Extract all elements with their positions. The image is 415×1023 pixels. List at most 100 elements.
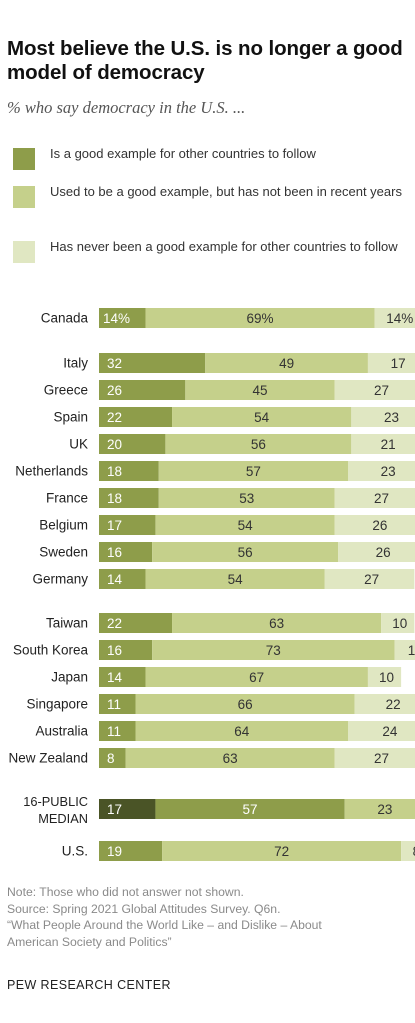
bar-segment bbox=[99, 748, 126, 768]
value-label: 54 bbox=[238, 518, 254, 533]
chart-title: Most believe the U.S. is no longer a goo… bbox=[7, 37, 403, 84]
report-title-line: “What People Around the World Like – and… bbox=[7, 918, 322, 932]
value-label: 22 bbox=[107, 616, 122, 631]
bar-segment bbox=[99, 542, 153, 562]
bar-segment bbox=[99, 721, 136, 741]
bar-segment bbox=[205, 353, 368, 373]
bar-segment bbox=[155, 515, 335, 535]
bar-segment bbox=[334, 488, 415, 508]
bar-segment bbox=[99, 353, 206, 373]
row-label: 16-PUBLIC MEDIAN bbox=[23, 794, 88, 826]
value-label: 69% bbox=[247, 311, 274, 326]
row-label: U.S. bbox=[62, 844, 88, 859]
value-label: 11 bbox=[107, 724, 121, 739]
bar-segment bbox=[394, 640, 415, 660]
bar-segment bbox=[367, 353, 415, 373]
value-label: 8 bbox=[107, 751, 115, 766]
bar-segment bbox=[152, 640, 395, 660]
value-label: 49 bbox=[279, 356, 294, 371]
stacked-bar-chart: Canada 14% 69% 14% Italy 32 49 17 Greece 26 45 27 Sp… bbox=[8, 308, 415, 861]
bar-segment bbox=[99, 461, 159, 481]
pew-research-center-logo: PEW RESEARCH CENTER bbox=[7, 978, 171, 992]
value-label: 16 bbox=[107, 545, 122, 560]
bar-segment bbox=[354, 694, 415, 714]
value-label: 22 bbox=[386, 697, 401, 712]
bar-segment bbox=[135, 694, 355, 714]
bar-segment bbox=[158, 488, 335, 508]
value-label: 26 bbox=[376, 545, 391, 560]
row-label: South Korea bbox=[13, 643, 89, 658]
bar-segment bbox=[99, 569, 146, 589]
value-label: 14 bbox=[107, 670, 123, 685]
row-label: France bbox=[46, 491, 88, 506]
bar-segment bbox=[99, 799, 156, 819]
bar-segment bbox=[165, 434, 352, 454]
bar-segment bbox=[158, 461, 348, 481]
bar-segment bbox=[344, 799, 415, 819]
value-label: 20 bbox=[107, 437, 122, 452]
bar-segment bbox=[99, 841, 163, 861]
row-label: Italy bbox=[63, 356, 88, 371]
value-label: 23 bbox=[377, 802, 392, 817]
bar-segment bbox=[334, 515, 415, 535]
bar-segment bbox=[99, 407, 173, 427]
value-label: 54 bbox=[228, 572, 244, 587]
value-label: 26 bbox=[107, 383, 122, 398]
value-label: 18 bbox=[107, 464, 122, 479]
bar-segment bbox=[172, 407, 352, 427]
bar-segment bbox=[99, 613, 173, 633]
value-label: 66 bbox=[238, 697, 253, 712]
value-label: 21 bbox=[381, 437, 396, 452]
bar-segment bbox=[125, 748, 335, 768]
bar-segment bbox=[99, 640, 153, 660]
value-label: 26 bbox=[372, 518, 387, 533]
row-label: Sweden bbox=[39, 545, 88, 560]
value-label: 14 bbox=[107, 572, 123, 587]
row-label: Japan bbox=[51, 670, 88, 685]
value-label: 24 bbox=[382, 724, 398, 739]
bar-segment bbox=[172, 613, 382, 633]
row-label: Germany bbox=[32, 572, 88, 587]
bar-segment bbox=[351, 434, 415, 454]
value-label: 22 bbox=[107, 410, 122, 425]
bar-segment bbox=[334, 748, 415, 768]
value-label: 10 bbox=[379, 670, 394, 685]
legend-swatch-good bbox=[13, 148, 35, 170]
value-label: 64 bbox=[234, 724, 250, 739]
bar-segment bbox=[145, 667, 368, 687]
bar-segment bbox=[99, 308, 146, 328]
value-label: 32 bbox=[107, 356, 122, 371]
bar-segment bbox=[145, 569, 325, 589]
value-label: 27 bbox=[364, 572, 379, 587]
legend-swatch-used-to-be bbox=[13, 186, 35, 208]
bar-segment bbox=[145, 308, 375, 328]
value-label: 73 bbox=[266, 643, 281, 658]
value-label: 67 bbox=[249, 670, 264, 685]
value-label: 14% bbox=[103, 311, 130, 326]
bar-segment bbox=[99, 434, 166, 454]
bar-segment bbox=[99, 694, 136, 714]
value-label: 56 bbox=[251, 437, 266, 452]
row-label: Netherlands bbox=[15, 464, 88, 479]
bar-segment bbox=[374, 308, 415, 328]
bar-segment bbox=[367, 667, 402, 687]
value-label: 63 bbox=[269, 616, 284, 631]
report-title-line: American Society and Politics” bbox=[7, 934, 172, 949]
bar-segment bbox=[99, 488, 159, 508]
chart-notes: Note: Those who did not answer not shown… bbox=[7, 884, 412, 950]
row-label: Australia bbox=[35, 724, 88, 739]
source-line: Source: Spring 2021 Global Attitudes Sur… bbox=[7, 901, 281, 916]
bar-segment bbox=[135, 721, 348, 741]
bar-segment bbox=[185, 380, 335, 400]
value-label: 10 bbox=[392, 616, 407, 631]
bar-segment bbox=[99, 515, 156, 535]
value-label: 19 bbox=[107, 844, 122, 859]
value-label: 54 bbox=[254, 410, 270, 425]
bar-segment bbox=[351, 407, 415, 427]
value-label: 17 bbox=[107, 802, 122, 817]
bar-segment bbox=[152, 542, 339, 562]
value-label: 23 bbox=[384, 410, 399, 425]
legend-swatch-never bbox=[13, 241, 35, 263]
row-label: New Zealand bbox=[8, 751, 88, 766]
value-label: 27 bbox=[374, 491, 389, 506]
